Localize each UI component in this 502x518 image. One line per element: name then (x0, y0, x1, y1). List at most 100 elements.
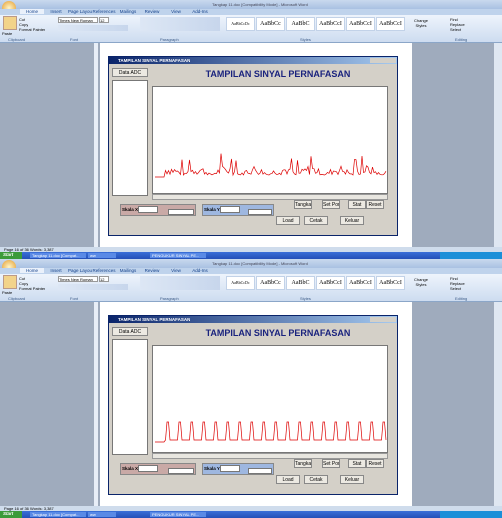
app-button[interactable]: Set Port (322, 200, 340, 209)
paste-label[interactable]: Paste (2, 290, 12, 295)
start-button[interactable]: Start (0, 511, 22, 518)
ribbon-tab[interactable]: Page Layout (68, 268, 92, 273)
app-button[interactable]: Stat (348, 200, 366, 209)
app-button[interactable]: Load (276, 216, 300, 225)
skala-x-input[interactable] (168, 209, 194, 215)
app-window-title: TAMPILAN SINYAL PERNAFASAN (118, 317, 190, 322)
ribbon-tab[interactable]: Add-Ins (188, 268, 212, 273)
ribbon-tab[interactable]: Insert (44, 268, 68, 273)
signal-plot (152, 86, 388, 194)
app-button[interactable]: Keluar (340, 475, 364, 484)
paste-button (3, 16, 17, 30)
skala-x-input[interactable] (168, 468, 194, 474)
clipboard-item[interactable]: Format Painter (19, 27, 45, 32)
font-name[interactable]: Times New Roman (58, 17, 98, 23)
data-adc-button[interactable]: Data ADC (112, 68, 148, 77)
app-button[interactable]: Tangkap (294, 200, 312, 209)
ribbon-tab[interactable]: Insert (44, 9, 68, 14)
ribbon-tab[interactable]: Home (20, 9, 44, 14)
window-controls (370, 317, 396, 322)
data-adc-button[interactable]: Data ADC (112, 327, 148, 336)
start-button[interactable]: Start (0, 252, 22, 259)
app-window-title: TAMPILAN SINYAL PERNAFASAN (118, 58, 190, 63)
skala-x-slider[interactable] (138, 465, 158, 472)
skala-x-label: Skala X (122, 207, 138, 212)
style-gallery-item[interactable]: AaBbCc (256, 276, 285, 290)
window-controls (370, 58, 396, 63)
app-button[interactable]: Reset (366, 459, 384, 468)
style-gallery-item[interactable]: AaBbCcI (316, 276, 345, 290)
app-button[interactable]: Keluar (340, 216, 364, 225)
app-button[interactable]: Cetak (304, 475, 328, 484)
screens: Tangkap 11.doc [Compatibility Mode] - Mi… (0, 0, 502, 518)
screen: Tangkap 11.doc [Compatibility Mode] - Mi… (0, 259, 502, 518)
signal-canvas (153, 346, 388, 453)
ribbon-group-label: Clipboard (8, 296, 25, 301)
ribbon-tab[interactable]: Page Layout (68, 9, 92, 14)
paste-button (3, 275, 17, 289)
heading: TAMPILAN SINYAL PERNAFASAN (168, 69, 388, 79)
app-button[interactable]: Tangkap (294, 459, 312, 468)
ribbon-tab[interactable]: References (92, 9, 116, 14)
app-button[interactable]: Cetak (304, 216, 328, 225)
style-gallery-item[interactable]: AaBbCcI (316, 17, 345, 31)
skala-y-slider[interactable] (220, 206, 240, 213)
heading: TAMPILAN SINYAL PERNAFASAN (168, 328, 388, 338)
ribbon-group-label: Clipboard (8, 37, 25, 42)
skala-x-slider[interactable] (138, 206, 158, 213)
signal-trace (155, 154, 386, 177)
ribbon-tab[interactable]: View (164, 9, 188, 14)
taskbar-item[interactable]: Tangkap 11.doc [Compat... (30, 512, 86, 517)
editing-item[interactable]: Select (450, 27, 461, 32)
font-size[interactable]: 12 (99, 276, 109, 282)
taskbar-item[interactable]: PENGUKUR SINYAL PE... (150, 253, 206, 258)
style-gallery-item[interactable]: AaBbCc (256, 17, 285, 31)
app-button[interactable]: Stat (348, 459, 366, 468)
clipboard-item[interactable]: Format Painter (19, 286, 45, 291)
ribbon-tab[interactable]: View (164, 268, 188, 273)
taskbar-item[interactable]: Tangkap 11.doc [Compat... (30, 253, 86, 258)
style-gallery-item[interactable]: AaBbCcI (346, 17, 375, 31)
style-gallery-item[interactable]: AaBbCcDc (226, 276, 255, 290)
change-styles[interactable]: Change Styles (410, 18, 432, 28)
ribbon-group-label: Paragraph (160, 37, 179, 42)
style-gallery-item[interactable]: AaBbC (286, 276, 315, 290)
ribbon-tab[interactable]: Review (140, 268, 164, 273)
adc-listbox (112, 80, 148, 196)
app-button[interactable]: Set Port (322, 459, 340, 468)
ribbon-group-label: Styles (300, 37, 311, 42)
scrollbar (494, 302, 502, 506)
window-title: Tangkap 11.doc [Compatibility Mode] - Mi… (160, 2, 360, 7)
paste-label[interactable]: Paste (2, 31, 12, 36)
skala-y-input[interactable] (248, 209, 272, 215)
ribbon-tab[interactable]: Mailings (116, 9, 140, 14)
ribbon-tab[interactable]: Mailings (116, 268, 140, 273)
ribbon-tab[interactable]: Review (140, 9, 164, 14)
style-gallery-item[interactable]: AaBbCcI (376, 17, 405, 31)
ribbon-group-label: Editing (455, 37, 467, 42)
taskbar-item[interactable]: PENGUKUR SINYAL PE... (150, 512, 206, 517)
format-buttons (58, 25, 128, 31)
ribbon-group-label: Font (70, 37, 78, 42)
style-gallery-item[interactable]: AaBbC (286, 17, 315, 31)
app-button[interactable]: Reset (366, 200, 384, 209)
style-gallery-item[interactable]: AaBbCcI (376, 276, 405, 290)
taskbar-item[interactable]: ww (88, 512, 116, 517)
taskbar-item[interactable]: ww (88, 253, 116, 258)
skala-y-slider[interactable] (220, 465, 240, 472)
page: Tangkap 11.doc [Compatibility Mode] - Mi… (0, 0, 502, 518)
font-size[interactable]: 12 (99, 17, 109, 23)
style-gallery-item[interactable]: AaBbCcDc (226, 17, 255, 31)
ribbon-tab[interactable]: Home (20, 268, 44, 273)
editing-item[interactable]: Select (450, 286, 461, 291)
change-styles[interactable]: Change Styles (410, 277, 432, 287)
app-button[interactable]: Load (276, 475, 300, 484)
style-gallery-item[interactable]: AaBbCcI (346, 276, 375, 290)
skala-y-label: Skala Y (204, 207, 220, 212)
skala-y-input[interactable] (248, 468, 272, 474)
ribbon-group-label: Styles (300, 296, 311, 301)
paragraph-buttons (140, 276, 220, 290)
ribbon-tab[interactable]: Add-Ins (188, 9, 212, 14)
font-name[interactable]: Times New Roman (58, 276, 98, 282)
ribbon-tab[interactable]: References (92, 268, 116, 273)
